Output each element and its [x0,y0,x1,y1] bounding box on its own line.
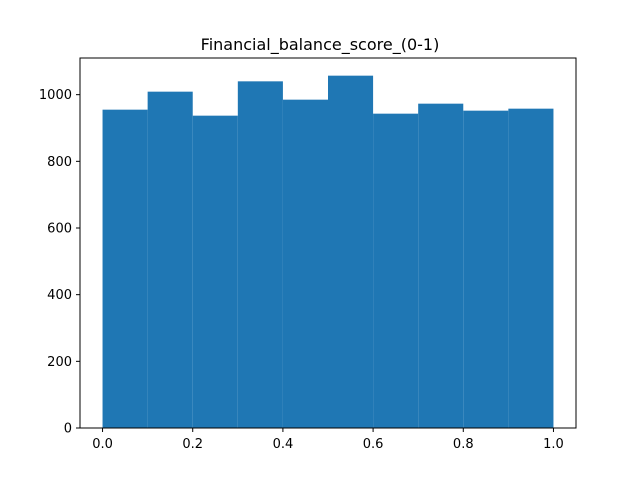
histogram-bar [418,103,464,429]
bars-group [102,75,554,429]
histogram-bar [192,115,238,429]
y-tick-label: 200 [47,355,72,370]
x-tick-label: 1.0 [543,437,564,452]
y-tick-label: 600 [47,222,72,237]
histogram-bar [463,110,509,429]
histogram-bar [102,109,148,429]
y-tick-label: 0 [64,422,72,437]
x-tick-label: 0.0 [92,437,113,452]
axes-frame [79,57,577,429]
y-tick-label: 800 [47,155,72,170]
histogram-bar [282,99,328,429]
chart-title: Financial_balance_score_(0-1) [201,35,440,55]
x-tick-label: 0.6 [363,437,384,452]
y-axis: 0 200 400 600 800 1000 [39,88,80,437]
histogram-bar [508,108,554,429]
y-tick-label: 400 [47,288,72,303]
histogram-bar [147,91,193,429]
x-tick-label: 0.2 [182,437,203,452]
y-tick-label: 1000 [39,88,72,103]
histogram-bar [328,75,374,429]
x-tick-label: 0.4 [273,437,294,452]
x-axis: 0.0 0.2 0.4 0.6 0.8 1.0 [92,428,564,452]
histogram-bar [237,81,283,428]
histogram-bar [373,113,419,429]
x-tick-label: 0.8 [453,437,474,452]
